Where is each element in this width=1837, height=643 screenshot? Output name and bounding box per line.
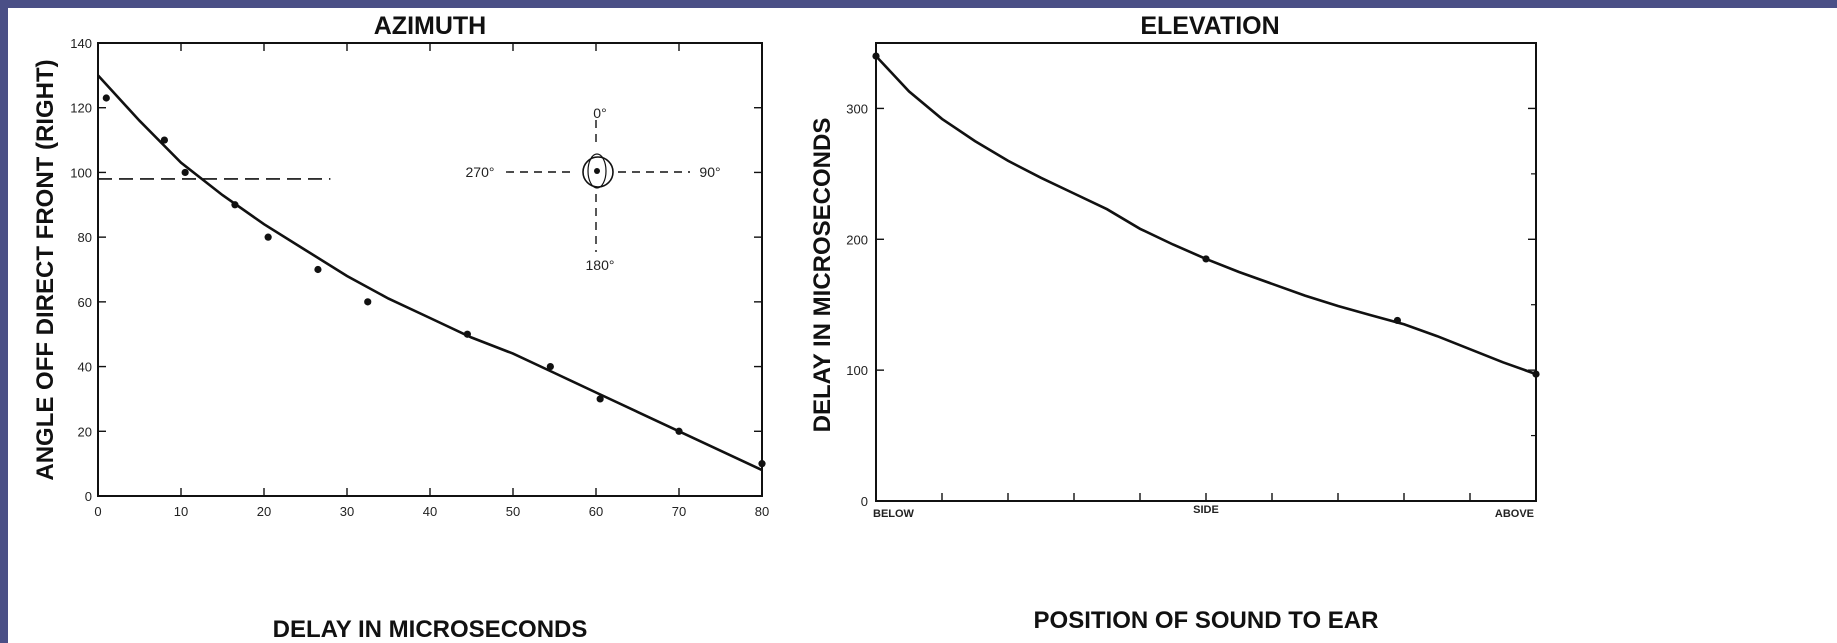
azimuth-plot-frame (97, 42, 763, 497)
azimuth-y-axis-label: ANGLE OFF DIRECT FRONT (RIGHT) (32, 59, 59, 480)
elevation-y-tick-label: 200 (846, 232, 868, 247)
compass-head-circle (582, 156, 614, 188)
elevation-y-tick-label: 300 (846, 101, 868, 116)
azimuth-y-tick-label: 140 (70, 36, 92, 51)
azimuth-y-tick-label: 0 (85, 489, 92, 504)
azimuth-x-tick-label: 0 (94, 504, 101, 519)
azimuth-data-points (102, 94, 766, 468)
azimuth-x-tick-label: 70 (672, 504, 686, 519)
elevation-y-axis-label: DELAY IN MICROSECONDS (809, 118, 836, 433)
elevation-data-point (1393, 316, 1401, 325)
elevation-title: ELEVATION (1140, 12, 1279, 40)
azimuth-y-tick-label: 80 (78, 230, 92, 245)
compass-head-outline (587, 153, 607, 189)
azimuth-y-tick-label: 120 (70, 101, 92, 116)
azimuth-title: AZIMUTH (374, 12, 486, 40)
azimuth-data-point (546, 362, 554, 371)
azimuth-data-point (264, 233, 272, 241)
elevation-y-tick-label: 100 (846, 363, 868, 378)
elevation-data-point (872, 52, 880, 60)
left-border (0, 0, 8, 643)
azimuth-data-point (675, 427, 683, 435)
azimuth-fit-curve (97, 74, 763, 472)
azimuth-x-tick-label: 50 (506, 504, 520, 519)
compass-label-90: 90° (699, 164, 720, 180)
azimuth-data-point (160, 136, 168, 144)
azimuth-y-tick-label: 60 (78, 295, 92, 310)
elevation-chart: ELEVATION POSITION OF SOUND TO EAR DELAY… (809, 12, 1540, 634)
azimuth-compass-inset: 0° 90° 180° 270° (466, 105, 721, 273)
azimuth-x-tick-label: 60 (589, 504, 603, 519)
compass-label-270: 270° (466, 164, 495, 180)
azimuth-x-tick-label: 80 (755, 504, 769, 519)
azimuth-x-tick-label: 20 (257, 504, 271, 519)
azimuth-data-point (181, 168, 189, 177)
compass-center-dot (594, 168, 600, 174)
azimuth-data-point (314, 265, 322, 274)
elevation-data-point (1532, 370, 1540, 378)
azimuth-y-tick-label: 20 (78, 424, 92, 439)
elevation-y-ticks: 0 100 200 300 (846, 101, 1536, 509)
elevation-y-tick-label: 0 (861, 494, 868, 509)
elevation-data-point (1202, 255, 1210, 263)
figure-canvas (8, 8, 1837, 643)
azimuth-y-tick-label: 100 (70, 165, 92, 180)
elevation-x-category-label: ABOVE (1495, 508, 1534, 520)
elevation-x-category-label: BELOW (873, 508, 915, 520)
azimuth-data-point (102, 94, 110, 102)
azimuth-x-tick-label: 40 (423, 504, 437, 519)
elevation-x-category-label: SIDE (1193, 504, 1219, 516)
azimuth-data-point (596, 395, 604, 403)
azimuth-y-ticks: 0 20 40 60 80 100 120 140 (70, 36, 762, 504)
elevation-curve (875, 55, 1537, 376)
azimuth-data-point (231, 201, 239, 209)
top-border (0, 0, 1837, 8)
compass-label-180: 180° (586, 257, 615, 273)
azimuth-x-tick-label: 10 (174, 504, 188, 519)
elevation-data-points (872, 52, 1540, 378)
elevation-x-axis-label: POSITION OF SOUND TO EAR (1034, 607, 1379, 634)
elevation-plot-frame (875, 42, 1537, 502)
azimuth-data-point (758, 460, 766, 468)
elevation-x-ticks: BELOW SIDE ABOVE (873, 493, 1537, 520)
azimuth-chart: AZIMUTH DELAY IN MICROSECONDS ANGLE OFF … (32, 12, 769, 643)
azimuth-x-axis-label: DELAY IN MICROSECONDS (273, 616, 588, 643)
azimuth-x-tick-label: 30 (340, 504, 354, 519)
azimuth-data-point (463, 330, 471, 338)
azimuth-y-tick-label: 40 (78, 360, 92, 375)
azimuth-x-ticks: 0 10 20 30 40 50 60 70 80 (94, 43, 769, 519)
compass-label-0: 0° (593, 105, 606, 121)
azimuth-data-point (364, 298, 372, 306)
